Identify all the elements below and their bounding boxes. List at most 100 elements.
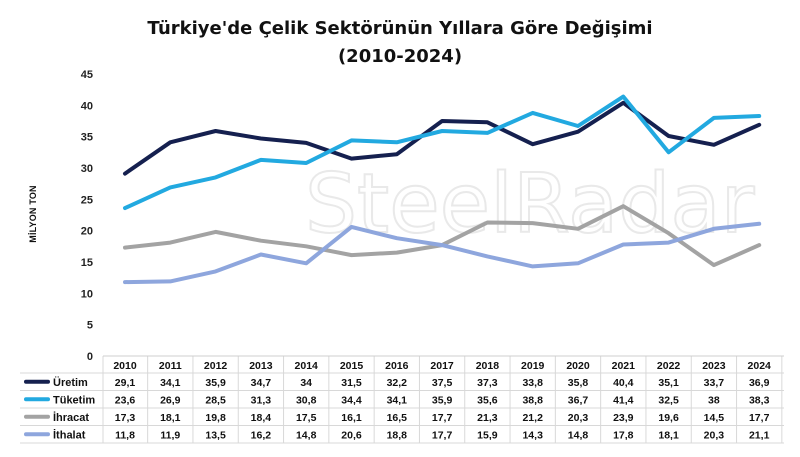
data-label: 29,1 xyxy=(115,377,136,389)
data-label: 19,6 xyxy=(658,412,679,424)
x-tick-label: 2012 xyxy=(204,360,228,372)
data-label: 18,1 xyxy=(160,412,181,424)
legend-label-uretim: Üretim xyxy=(53,376,88,389)
y-tick-label: 25 xyxy=(81,194,93,206)
data-label: 36,7 xyxy=(568,394,589,406)
x-tick-label: 2013 xyxy=(249,360,273,372)
x-tick-label: 2021 xyxy=(612,360,636,372)
data-label: 17,7 xyxy=(432,429,453,441)
data-label: 41,4 xyxy=(613,394,634,406)
y-tick-label: 30 xyxy=(81,163,93,175)
data-label: 30,8 xyxy=(296,394,317,406)
data-label: 21,2 xyxy=(522,412,543,424)
data-label: 32,5 xyxy=(658,394,679,406)
x-tick-label: 2019 xyxy=(521,360,545,372)
data-label: 23,9 xyxy=(613,412,634,424)
x-tick-label: 2020 xyxy=(566,360,590,372)
data-label: 20,6 xyxy=(341,429,362,441)
series-line-uretim xyxy=(123,100,762,176)
data-label: 11,8 xyxy=(115,429,135,441)
data-label: 16,5 xyxy=(387,412,408,424)
data-label: 35,8 xyxy=(568,377,589,389)
data-label: 14,5 xyxy=(704,412,725,424)
chart-subtitle: (2010-2024) xyxy=(338,46,462,67)
data-label: 40,4 xyxy=(613,377,634,389)
data-label: 18,8 xyxy=(387,429,408,441)
y-tick-label: 20 xyxy=(81,226,93,238)
data-label: 17,7 xyxy=(432,412,453,424)
data-label: 18,1 xyxy=(658,429,679,441)
data-label: 38 xyxy=(708,394,720,406)
data-label: 36,9 xyxy=(749,377,770,389)
data-label: 32,2 xyxy=(387,377,408,389)
y-tick-label: 40 xyxy=(81,100,93,112)
data-label: 33,8 xyxy=(522,377,543,389)
series-line-ithalat xyxy=(123,221,762,285)
legend-label-ithalat: İthalat xyxy=(53,428,86,441)
y-axis-ticks: 0 5 10 15 20 25 30 35 40 45 xyxy=(81,69,93,363)
data-label: 14,8 xyxy=(296,429,317,441)
data-label: 17,3 xyxy=(115,412,136,424)
y-tick-label: 0 xyxy=(87,351,93,363)
x-tick-label: 2018 xyxy=(476,360,500,372)
x-tick-label: 2011 xyxy=(159,360,182,372)
data-label: 26,9 xyxy=(160,394,181,406)
data-label: 34,1 xyxy=(387,394,408,406)
x-tick-label: 2022 xyxy=(657,360,681,372)
data-label: 19,8 xyxy=(205,412,226,424)
data-label: 37,3 xyxy=(477,377,498,389)
data-label: 16,1 xyxy=(341,412,362,424)
data-label: 14,3 xyxy=(522,429,543,441)
data-label: 35,1 xyxy=(658,377,679,389)
watermark: SteelRadar xyxy=(304,156,756,253)
data-label: 38,8 xyxy=(522,394,543,406)
legend-label-tuketim: Tüketim xyxy=(53,394,95,406)
x-tick-label: 2016 xyxy=(385,360,409,372)
y-tick-label: 15 xyxy=(81,257,93,269)
data-label: 35,9 xyxy=(205,377,226,389)
x-tick-label: 2017 xyxy=(430,360,454,372)
x-tick-label: 2024 xyxy=(748,360,772,372)
data-label: 38,3 xyxy=(749,394,770,406)
data-label: 34,4 xyxy=(341,394,362,406)
data-label: 33,7 xyxy=(704,377,725,389)
data-label: 31,3 xyxy=(251,394,272,406)
series-line-tuketim xyxy=(123,94,762,211)
y-axis-label: MİLYON TON xyxy=(28,185,38,243)
data-label: 16,2 xyxy=(251,429,272,441)
y-tick-label: 45 xyxy=(81,69,93,81)
data-label: 34,1 xyxy=(160,377,181,389)
data-table: 2010 2011 2012 2013 2014 2015 2016 2017 2018 2019… xyxy=(20,355,784,444)
data-label: 17,5 xyxy=(296,412,317,424)
data-label: 17,7 xyxy=(749,412,770,424)
y-tick-label: 35 xyxy=(81,132,93,144)
data-label: 20,3 xyxy=(704,429,725,441)
x-tick-label: 2023 xyxy=(702,360,726,372)
data-label: 11,9 xyxy=(160,429,180,441)
x-tick-label: 2015 xyxy=(340,360,364,372)
data-label: 21,1 xyxy=(749,429,770,441)
data-label: 18,4 xyxy=(251,412,272,424)
x-tick-label: 2014 xyxy=(295,360,319,372)
x-tick-label: 2010 xyxy=(113,360,137,372)
data-label: 35,9 xyxy=(432,394,453,406)
data-label: 17,8 xyxy=(613,429,634,441)
data-label: 23,6 xyxy=(115,394,136,406)
data-label: 34,7 xyxy=(251,377,272,389)
y-tick-label: 5 xyxy=(87,320,93,332)
series-lines xyxy=(123,94,762,285)
chart-title: Türkiye'de Çelik Sektörünün Yıllara Göre… xyxy=(147,18,652,39)
data-label: 13,5 xyxy=(205,429,226,441)
data-label: 20,3 xyxy=(568,412,589,424)
watermark-text: SteelRadar xyxy=(305,157,755,252)
legend-label-ihracat: İhracat xyxy=(53,411,89,424)
data-label: 21,3 xyxy=(477,412,498,424)
y-tick-label: 10 xyxy=(81,288,93,300)
data-label: 35,6 xyxy=(477,394,498,406)
data-label: 15,9 xyxy=(477,429,498,441)
data-label: 28,5 xyxy=(205,394,226,406)
data-label: 34 xyxy=(300,377,312,389)
data-label: 37,5 xyxy=(432,377,453,389)
data-label: 31,5 xyxy=(341,377,362,389)
